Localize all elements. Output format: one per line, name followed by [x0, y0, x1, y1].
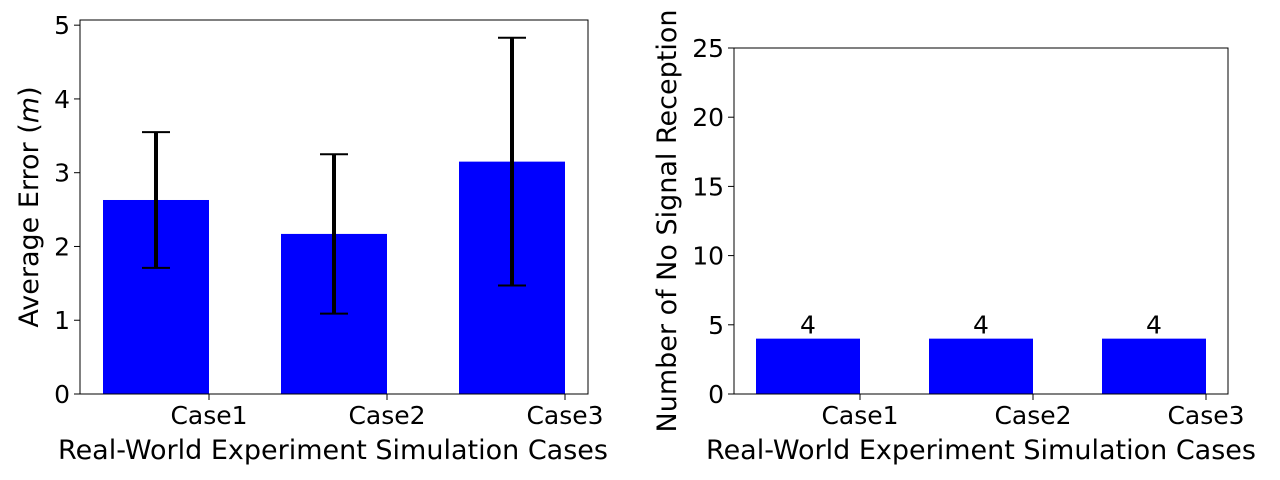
x-tick-label-case3: Case3 — [1167, 401, 1244, 430]
errorbar-case3 — [498, 36, 526, 287]
average-error-y-axis-title: Average Error (m) — [14, 86, 45, 327]
data-label-case3: 4 — [1146, 311, 1162, 340]
average-error-plot-frame — [79, 19, 589, 395]
y-tick-label: 5 — [54, 11, 70, 40]
no-signal-reception-plot-frame — [733, 47, 1229, 395]
y-axis-title-suffix: ) — [14, 86, 45, 97]
y-tick-label: 0 — [54, 380, 70, 409]
average-error-errorbars — [142, 36, 526, 315]
bar-case1 — [756, 338, 860, 394]
y-tick-label: 25 — [692, 34, 724, 63]
no-signal-reception-y-axis-title: Number of No Signal Reception — [652, 10, 683, 433]
x-tick-label-case2: Case2 — [994, 401, 1071, 430]
y-tick-label: 20 — [692, 103, 724, 132]
y-axis-title-prefix: Average Error ( — [14, 123, 45, 327]
x-tick-label-case3: Case3 — [526, 401, 603, 430]
bar-case2 — [929, 338, 1033, 394]
y-tick-label: 4 — [54, 85, 70, 114]
y-tick-label: 1 — [54, 306, 70, 335]
x-tick-label-case2: Case2 — [348, 401, 425, 430]
y-tick-label: 2 — [54, 232, 70, 261]
no-signal-reception-x-ticks: Case1 Case2 Case3 — [821, 394, 1245, 430]
y-tick-label: 10 — [692, 242, 724, 271]
no-signal-reception-x-axis-title: Real-World Experiment Simulation Cases — [706, 435, 1256, 466]
errorbar-case2 — [320, 153, 348, 315]
y-axis-title-unit: m — [14, 97, 45, 123]
y-tick-label: 0 — [708, 380, 724, 409]
average-error-y-ticks: 0 1 2 3 4 5 — [54, 11, 80, 409]
errorbar-case1 — [142, 131, 170, 269]
no-signal-reception-data-labels: 4 4 4 — [800, 311, 1162, 340]
no-signal-reception-y-ticks: 0 5 10 15 20 25 — [692, 34, 734, 409]
y-tick-label: 3 — [54, 159, 70, 188]
y-tick-label: 15 — [692, 172, 724, 201]
no-signal-reception-bars — [756, 338, 1206, 394]
bar-case3 — [1102, 338, 1206, 394]
data-label-case2: 4 — [973, 311, 989, 340]
no-signal-reception-chart: 4 4 4 0 5 10 15 20 25 Case1 Case2 Case3 Real-Worl… — [652, 10, 1256, 466]
y-tick-label: 5 — [708, 311, 724, 340]
x-tick-label-case1: Case1 — [170, 401, 247, 430]
average-error-x-ticks: Case1 Case2 Case3 — [170, 394, 604, 430]
average-error-x-axis-title: Real-World Experiment Simulation Cases — [58, 435, 608, 466]
data-label-case1: 4 — [800, 311, 816, 340]
x-tick-label-case1: Case1 — [821, 401, 898, 430]
average-error-chart: 0 1 2 3 4 5 Case1 Case2 Case3 Real-World Experi… — [14, 11, 608, 466]
